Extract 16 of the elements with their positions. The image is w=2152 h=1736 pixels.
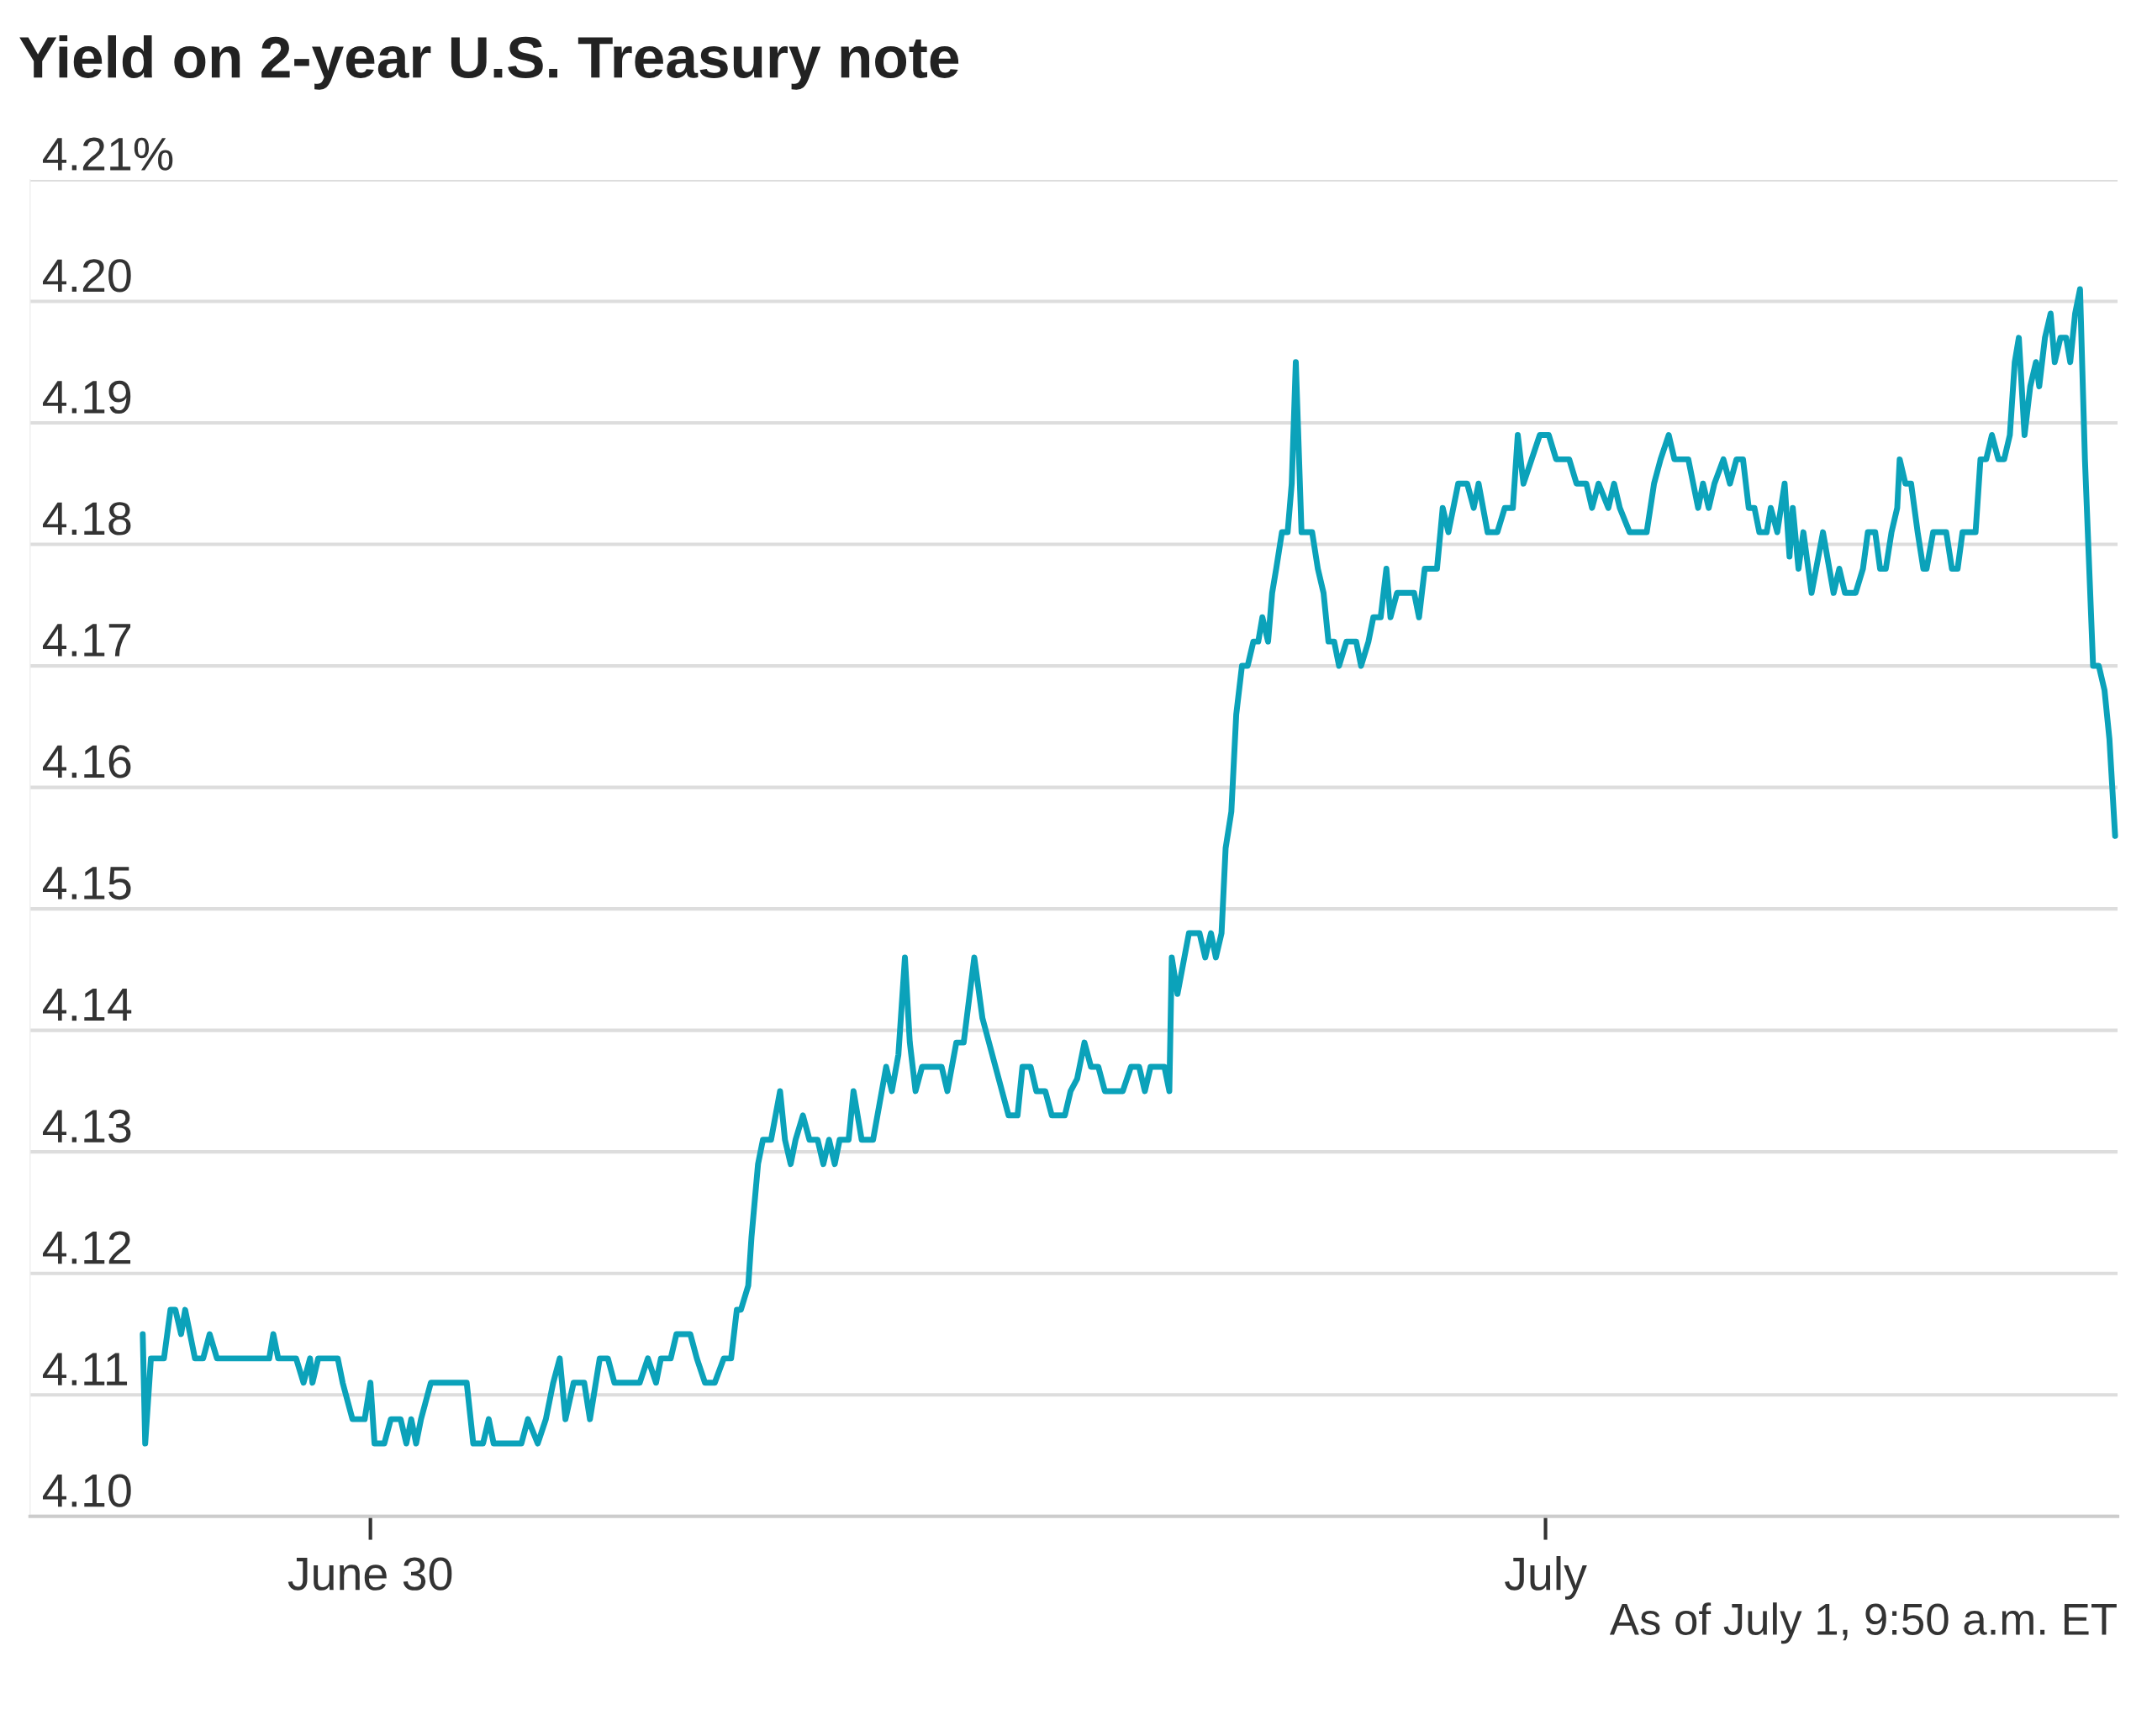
y-tick-label: 4.16 [43,745,131,778]
x-tick-label: July [1505,1556,1587,1600]
y-tick-label: 4.13 [43,1109,131,1143]
y-tick-label: 4.20 [43,259,131,293]
text: As of July 1, 9:50 a.m. ET [1609,1602,2117,1644]
y-tick-label: 4.21% [43,137,173,171]
y-tick-label: 4.12 [43,1231,131,1264]
chart-title: Yield on 2-year U.S. Treasury note [19,34,959,90]
y-tick-label: 4.11 [43,1353,128,1385]
y-tick-label: 4.10 [43,1474,131,1507]
x-tick-label: June 30 [287,1557,452,1591]
y-tick-label: 4.19 [43,380,131,414]
y-tick-label: 4.17 [43,624,131,657]
y-tick-label: 4.14 [43,988,132,1021]
y-tick-label: 4.15 [43,867,131,900]
y-tick-label: 4.18 [43,502,131,536]
